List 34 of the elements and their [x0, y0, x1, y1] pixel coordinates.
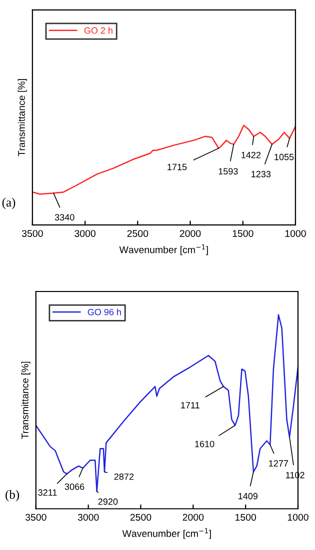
annotation: 3340 — [54, 214, 74, 221]
annotation: 1715 — [168, 164, 187, 170]
x-tick-label: 3500 — [25, 514, 46, 521]
annotation: 1233 — [252, 170, 271, 178]
annotation: 2872 — [114, 473, 134, 480]
annotation: 1055 — [274, 154, 294, 160]
x-tick-label: 1000 — [285, 230, 306, 237]
legend-label: GO 2 h — [84, 27, 112, 34]
annotation: 1409 — [238, 492, 258, 500]
annotation: 1711 — [181, 402, 200, 408]
x-tick-label: 2500 — [130, 514, 152, 521]
annotation: 3066 — [64, 483, 84, 490]
annotation: 2920 — [98, 498, 118, 505]
text: (a) — [2, 198, 16, 210]
x-axis-title: Wavenumber [cm$^{−1}$] — [122, 528, 211, 539]
x-tick-label: 2500 — [127, 230, 148, 237]
annotation: 3211 — [38, 489, 57, 496]
legend-label: GO 96 h — [88, 308, 121, 316]
text: (b) — [6, 490, 20, 502]
y-axis-title: Transmittance [%] — [18, 79, 27, 156]
y-axis-title: Transmittance [%] — [21, 362, 30, 439]
annotation: 1593 — [218, 168, 238, 175]
x-tick-label: 2000 — [182, 514, 204, 521]
x-tick-label: 3000 — [74, 230, 96, 237]
x-tick-label: 1500 — [232, 230, 254, 237]
x-tick-label: 1500 — [236, 514, 256, 521]
annotation: 1422 — [242, 152, 261, 158]
annotation: 1610 — [195, 440, 214, 448]
x-tick-label: 2000 — [180, 230, 201, 237]
x-axis-title: Wavenumber [cm$^{−1}$] — [119, 244, 208, 256]
annotation: 1277 — [269, 460, 288, 467]
x-tick-label: 3000 — [78, 514, 99, 521]
x-tick-label: 1000 — [288, 514, 308, 521]
x-tick-label: 3500 — [22, 230, 43, 237]
